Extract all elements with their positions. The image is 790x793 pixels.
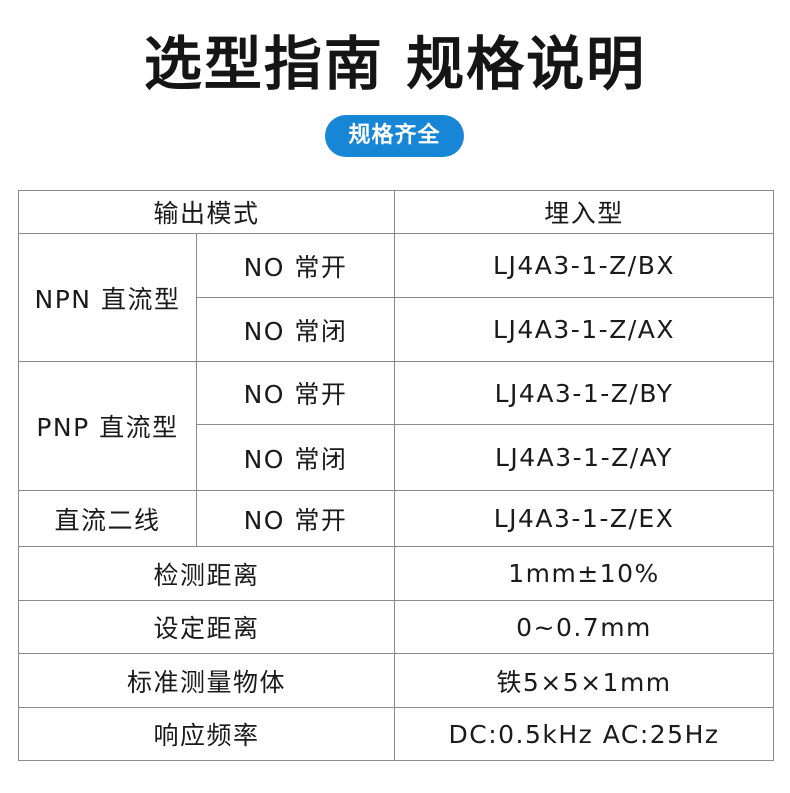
spec-value: 1mm±10%	[394, 546, 775, 601]
table-row: PNP 直流型 NO 常开 LJ4A3-1-Z/BY	[18, 361, 775, 491]
spec-badge: 规格齐全	[325, 115, 464, 157]
spec-row: 检测距离 1mm±10%	[17, 546, 775, 601]
spec-value: 铁5×5×1mm	[394, 653, 775, 708]
table-row: 直流二线 NO 常开 LJ4A3-1-Z/EX	[18, 490, 775, 547]
model-cell: LJ4A3-1-Z/AX	[394, 297, 775, 362]
spec-label: 检测距离	[17, 546, 396, 601]
spec-row: 设定距离 0~0.7mm	[17, 600, 775, 654]
spec-row: 标准测量物体 铁5×5×1mm	[17, 653, 775, 708]
header-embedded-type: 埋入型	[394, 190, 775, 234]
contact-cell: NO 常闭	[195, 297, 396, 362]
page-title: 选型指南 规格说明	[143, 30, 647, 98]
contact-cell: NO 常开	[195, 233, 396, 298]
table-row: NO 常闭 LJ4A3-1-Z/AX	[19, 297, 775, 362]
spec-label: 标准测量物体	[17, 653, 396, 708]
spec-row: 响应频率 DC:0.5kHz AC:25Hz	[17, 707, 775, 761]
header-output-mode: 输出模式	[17, 190, 396, 234]
model-cell: LJ4A3-1-Z/BX	[394, 233, 775, 298]
contact-cell: NO 常开	[195, 490, 396, 547]
group-label-two-wire: 直流二线	[18, 490, 197, 547]
model-cell: LJ4A3-1-Z/EX	[394, 490, 775, 547]
table-header-row: 输出模式 埋入型	[17, 190, 775, 234]
spec-label: 设定距离	[17, 600, 396, 654]
spec-value: 0~0.7mm	[394, 600, 775, 654]
model-cell: LJ4A3-1-Z/AY	[394, 424, 775, 491]
contact-cell: NO 常开	[195, 361, 396, 425]
table-row: NPN 直流型 NO 常开 LJ4A3-1-Z/BX	[18, 233, 775, 362]
spec-label: 响应频率	[17, 707, 396, 761]
spec-value: DC:0.5kHz AC:25Hz	[394, 707, 775, 761]
spec-table: 输出模式 埋入型 NPN 直流型 NO 常开 LJ4A3-1-Z/BX NO 常…	[17, 190, 775, 761]
group-label-npn: NPN 直流型	[18, 233, 197, 362]
contact-cell: NO 常闭	[195, 424, 396, 491]
model-cell: LJ4A3-1-Z/BY	[394, 361, 775, 425]
group-label-pnp: PNP 直流型	[18, 361, 197, 491]
